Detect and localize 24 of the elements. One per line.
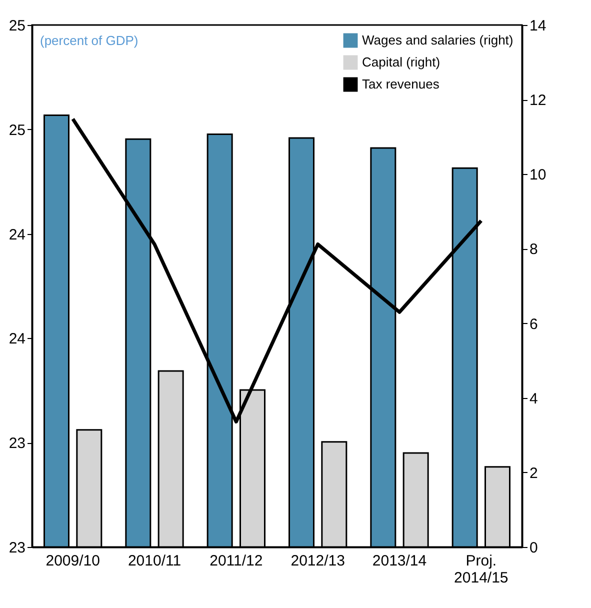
y2-tick-label: 14 — [530, 18, 546, 34]
y2-tick-label: 4 — [530, 390, 538, 408]
legend-label: Tax revenues — [362, 76, 440, 92]
y-tick-label: 25 — [8, 122, 26, 139]
x-tick-label: 2009/10 — [46, 552, 100, 570]
legend-label: Wages and salaries (right) — [362, 32, 514, 48]
x-tick-label: 2012/13 — [290, 552, 345, 570]
y-tick-label: 23 — [8, 435, 26, 452]
y2-tick-label: 6 — [530, 316, 538, 333]
y-tick-label: 24 — [8, 330, 26, 348]
y2-tick-label: 12 — [530, 92, 546, 110]
y-tick-label: 24 — [8, 226, 26, 244]
annotation: (percent of GDP) — [40, 33, 138, 48]
y2-tick-label: 2 — [530, 464, 538, 482]
y-tick-label: 25 — [8, 18, 26, 34]
x-tick-label: 2010/11 — [128, 552, 182, 570]
x-tick-label: Proj. 2014/15 — [454, 552, 508, 586]
y2-tick-label: 8 — [530, 241, 538, 258]
y2-tick-label: 10 — [530, 166, 546, 184]
y2-tick-label: 0 — [530, 540, 538, 556]
legend-label: Capital (right) — [362, 54, 440, 70]
x-tick-label: 2013/14 — [372, 552, 427, 570]
x-tick-label: 2011/12 — [210, 552, 263, 570]
y-tick-label: 23 — [8, 540, 26, 556]
